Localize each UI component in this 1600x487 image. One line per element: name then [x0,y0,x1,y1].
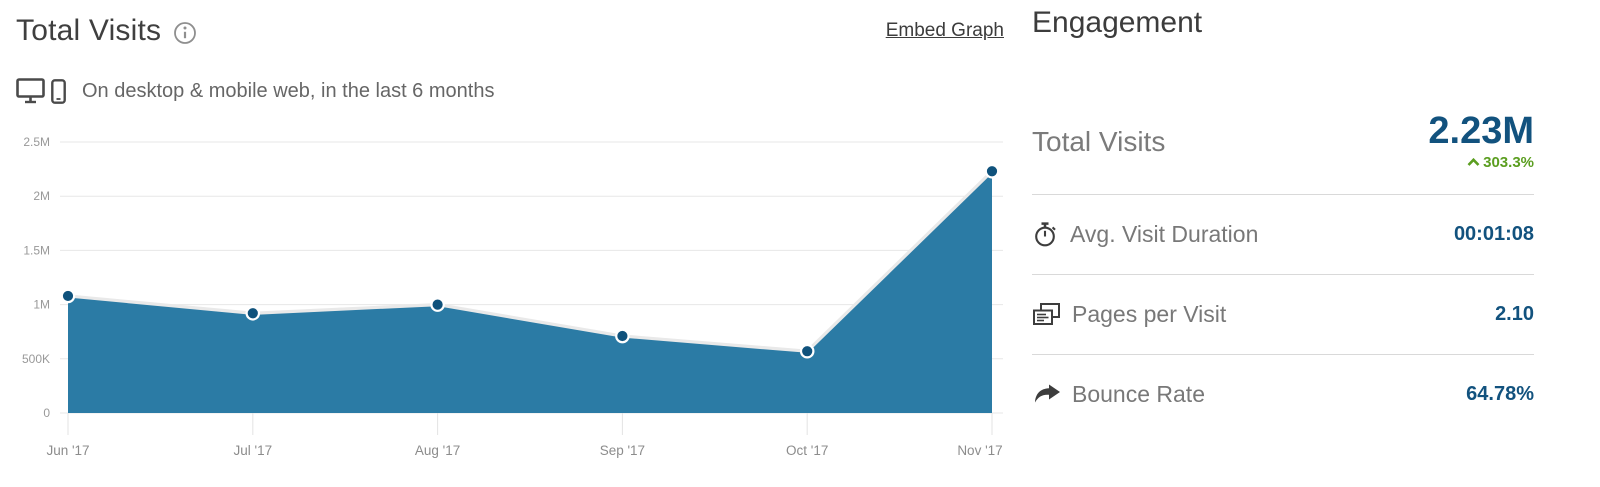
area-fill [68,171,992,413]
caret-up-icon [1467,157,1480,166]
mobile-icon [51,79,66,104]
x-axis-label: Nov '17 [957,443,1002,458]
metric-pages-per-visit: Pages per Visit 2.10 [1032,273,1534,354]
bounce-arrow-icon [1032,382,1061,406]
chart-point[interactable] [430,297,445,312]
chart-point[interactable] [60,288,76,304]
metric-label: Pages per Visit [1072,300,1227,327]
x-axis-label: Aug '17 [415,443,460,458]
chart-subtitle: On desktop & mobile web, in the last 6 m… [82,79,495,102]
total-visits-section: Total Visits Embed Graph [0,14,1010,475]
chart-point[interactable] [984,163,1000,179]
metric-label: Avg. Visit Duration [1070,220,1259,247]
x-axis-label: Oct '17 [786,443,828,458]
metric-total-visits: Total Visits 2.23M 303.3% [1032,110,1534,194]
y-axis-label: 2M [33,189,50,203]
y-axis-label: 1M [33,298,50,312]
metric-label: Bounce Rate [1072,380,1205,407]
series-line [67,170,994,353]
y-axis-label: 2.5M [23,135,50,149]
panel-header: Total Visits Embed Graph [16,14,1004,48]
engagement-section: Engagement Total Visits 2.23M 303.3% [1032,0,1534,487]
engagement-title: Engagement [1032,6,1203,39]
y-axis-label: 1.5M [23,243,50,257]
chart-point[interactable] [245,305,261,321]
avg-visit-duration-value: 00:01:08 [1453,222,1534,245]
area-chart-svg[interactable]: 0 500K 1M 1.5M 2M 2.5M Jun '17 Jul '17 Aug '17 Se… [0,128,1010,470]
metric-label: Total Visits [1032,125,1166,157]
desktop-icon [16,78,47,104]
change-badge: 303.3% [1467,154,1534,171]
pages-per-visit-value: 2.10 [1495,302,1534,325]
chart-point[interactable] [799,343,815,359]
stopwatch-icon [1032,221,1059,248]
x-axis-label: Jul '17 [233,443,272,458]
x-axis-label: Sep '17 [600,443,645,458]
y-axis-label: 0 [43,406,50,420]
total-visits-chart[interactable]: 0 500K 1M 1.5M 2M 2.5M Jun '17 Jul '17 Aug '17 Se… [0,128,1010,475]
bounce-rate-value: 64.78% [1466,382,1534,405]
change-value: 303.3% [1483,153,1534,171]
total-visits-value: 2.23M [1428,110,1534,152]
chart-subtitle-row: On desktop & mobile web, in the last 6 m… [16,78,994,104]
info-icon[interactable] [173,21,197,45]
embed-graph-link[interactable]: Embed Graph [885,20,1004,41]
pages-icon [1032,302,1061,327]
metric-bounce-rate: Bounce Rate 64.78% [1032,353,1534,434]
total-visits-title: Total Visits [16,14,162,47]
metric-avg-visit-duration: Avg. Visit Duration 00:01:08 [1032,193,1534,274]
y-axis-label: 500K [22,352,50,366]
x-axis-label: Jun '17 [46,443,89,458]
chart-point[interactable] [615,328,630,344]
